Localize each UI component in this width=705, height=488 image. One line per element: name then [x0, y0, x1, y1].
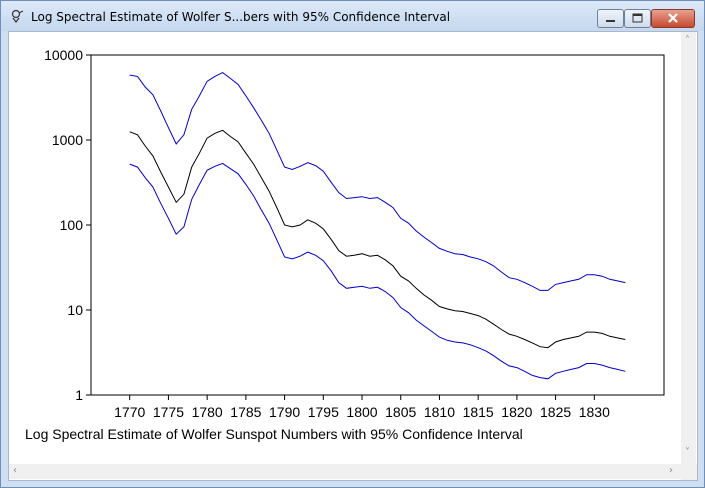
- plot-frame: [90, 54, 665, 396]
- y-tick-label: 1: [75, 387, 83, 403]
- chart-title: Log Spectral Estimate of Wolfer Sunspot …: [25, 426, 523, 442]
- scroll-up-icon[interactable]: ˄: [685, 35, 690, 46]
- series-group: [129, 72, 626, 380]
- y-tick-label: 100: [60, 217, 84, 233]
- maximize-icon: [632, 13, 643, 23]
- y-tick-label: 1000: [52, 132, 83, 148]
- y-tick-label: 10: [67, 302, 83, 318]
- minimize-icon: [606, 20, 615, 22]
- series-line-spectral-estimate: [129, 129, 626, 349]
- x-tick-label: 1770: [114, 404, 145, 420]
- x-tick-label: 1825: [540, 404, 571, 420]
- horizontal-scrollbar[interactable]: ‹ ›: [9, 464, 681, 479]
- y-tick-label: 10000: [44, 47, 83, 63]
- y-axis: 1 10 100 1000 10000: [44, 47, 91, 403]
- series-line-upper-95-limit: [129, 72, 626, 291]
- x-tick-label: 1815: [463, 404, 494, 420]
- x-tick-label: 1790: [269, 404, 300, 420]
- x-tick-label: 1775: [153, 404, 184, 420]
- x-tick-label: 1785: [230, 404, 261, 420]
- x-tick-label: 1830: [579, 404, 610, 420]
- x-tick-label: 1810: [424, 404, 455, 420]
- minimize-button[interactable]: [597, 9, 624, 28]
- x-tick-label: 1780: [192, 404, 223, 420]
- app-icon: [11, 9, 24, 23]
- scroll-right-icon[interactable]: ›: [669, 465, 673, 476]
- scroll-left-icon[interactable]: ‹: [13, 465, 17, 476]
- title-bar[interactable]: Log Spectral Estimate of Wolfer S...bers…: [1, 1, 704, 31]
- x-tick-label: 1820: [501, 404, 532, 420]
- scroll-down-icon[interactable]: ˅: [685, 447, 690, 458]
- window-title: Log Spectral Estimate of Wolfer S...bers…: [31, 10, 451, 24]
- close-button[interactable]: [651, 9, 695, 28]
- scrollbar-corner: [681, 464, 697, 480]
- x-tick-label: 1805: [385, 404, 416, 420]
- x-axis: 1770 1775 1780 1785 1790 1795 1800 1805 1810 1815…: [114, 395, 610, 420]
- spectral-chart: 1 10 100 1000 10000 1770 1775 1780 1785 1790 1795…: [25, 47, 665, 442]
- close-icon: [668, 13, 678, 23]
- vertical-scrollbar[interactable]: ˄ ˅: [681, 32, 696, 464]
- x-tick-label: 1800: [346, 404, 377, 420]
- maximize-button[interactable]: [624, 9, 651, 28]
- plot-area: 1 10 100 1000 10000 1770 1775 1780 1785 1790 1795…: [8, 31, 698, 481]
- x-tick-label: 1795: [308, 404, 339, 420]
- series-line-lower-95-limit: [129, 162, 626, 380]
